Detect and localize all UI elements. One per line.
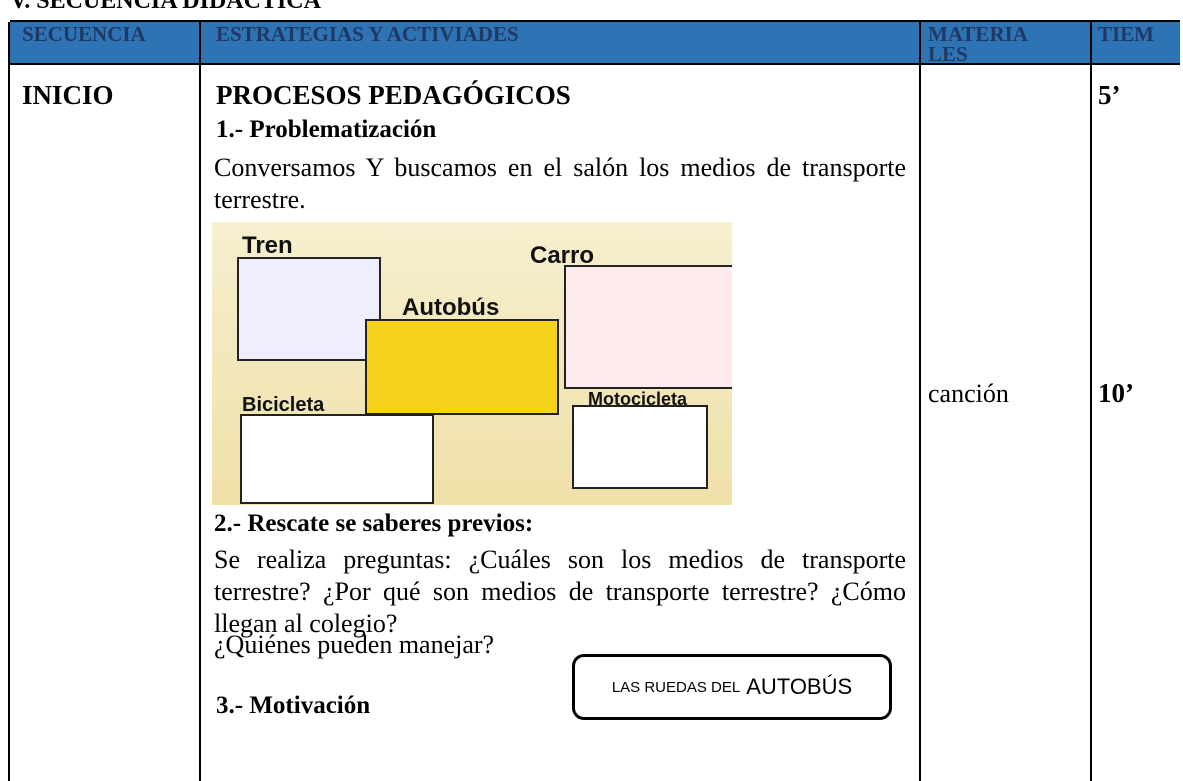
header-cell: ESTRATEGIAS Y ACTIVIADES bbox=[216, 22, 519, 46]
callout-text: AUTOBÚS bbox=[746, 674, 853, 699]
image-label: Bicicleta bbox=[242, 394, 325, 416]
step-title: 1.- Problematización bbox=[216, 116, 437, 143]
step-title: 2.- Rescate se saberes previos: bbox=[214, 510, 534, 537]
picture bbox=[365, 319, 559, 415]
step-text: Conversamos Y buscamos en el salón los m… bbox=[214, 153, 906, 214]
image-label: Motocicleta bbox=[588, 389, 688, 409]
header-cell: TIEM bbox=[1098, 22, 1155, 46]
step-title: 3.- Motivación bbox=[216, 692, 371, 719]
border bbox=[10, 20, 1180, 22]
time: 10’ bbox=[1098, 378, 1134, 408]
border bbox=[919, 22, 921, 781]
section-title: PROCESOS PEDAGÓGICOS bbox=[216, 80, 571, 110]
header-cell: MATERIA LES bbox=[928, 22, 1027, 66]
step-text: Se realiza preguntas: ¿Cuáles son los me… bbox=[214, 545, 906, 638]
image-label: Tren bbox=[242, 232, 293, 259]
picture bbox=[572, 405, 708, 489]
picture bbox=[237, 257, 381, 361]
header-row bbox=[10, 22, 1180, 63]
callout-text: LAS RUEDAS DEL bbox=[611, 678, 741, 696]
material: canción bbox=[928, 379, 1009, 408]
border bbox=[1090, 22, 1092, 781]
transport-image: Tren Carro Autobús Bicicleta Motocicleta bbox=[212, 222, 732, 505]
time: 5’ bbox=[1098, 80, 1121, 110]
picture bbox=[240, 414, 434, 504]
image-label: Carro bbox=[530, 242, 595, 269]
border bbox=[199, 22, 201, 781]
callout: LAS RUEDAS DEL AUTOBÚS bbox=[572, 654, 892, 720]
step-text: ¿Quiénes pueden manejar? bbox=[214, 630, 495, 659]
border bbox=[10, 63, 1180, 65]
header-cell: SECUENCIA bbox=[22, 22, 146, 46]
heading: V. SECUENCIA DIDÁCTICA bbox=[10, 0, 321, 14]
sequence: INICIO bbox=[22, 80, 114, 110]
picture bbox=[564, 265, 732, 389]
image-label: Autobús bbox=[402, 294, 500, 321]
border bbox=[8, 22, 10, 781]
